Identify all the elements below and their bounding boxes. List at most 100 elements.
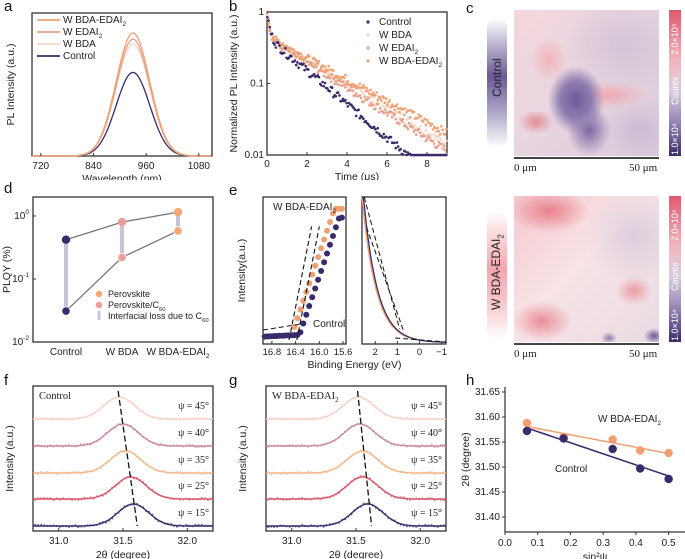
data-point xyxy=(291,47,294,51)
data-point xyxy=(330,233,336,239)
data-point xyxy=(434,126,437,130)
data-point xyxy=(326,69,329,73)
data-point xyxy=(366,90,370,93)
data-point xyxy=(441,147,444,150)
data-point xyxy=(437,141,441,144)
panel-label-c: c xyxy=(466,0,474,17)
data-point xyxy=(287,46,291,50)
data-point xyxy=(369,88,372,92)
data-point xyxy=(437,129,441,133)
fit-curve xyxy=(266,423,446,447)
xrd-series xyxy=(266,422,446,449)
data-point xyxy=(436,138,440,142)
x-tick-label: 0 xyxy=(417,347,422,358)
data-point xyxy=(268,26,272,29)
data-point xyxy=(266,13,269,17)
x-tick-label: 0.0 xyxy=(498,538,512,549)
data-point xyxy=(368,92,371,96)
chart-h-strain: 0.0 0.1 0.2 0.3 0.4 0.5 31.40 31.45 31.50 31.55 31… xyxy=(460,387,685,559)
x-tick-label: 32.0 xyxy=(178,536,198,547)
data-point xyxy=(297,306,304,313)
target-map-label-sub: 2 xyxy=(496,234,506,239)
colorbar-target-max: 2.0×10⁵ xyxy=(670,209,680,241)
x-tick-label: 31.0 xyxy=(49,536,69,547)
data-point xyxy=(290,55,293,58)
data-point xyxy=(413,128,417,132)
panel-title: Control xyxy=(39,391,71,402)
data-point xyxy=(318,68,322,72)
data-point xyxy=(267,19,270,22)
xrd-series xyxy=(33,396,213,421)
data-point xyxy=(300,55,304,58)
data-point xyxy=(442,144,446,148)
data-point xyxy=(359,96,363,100)
data-point xyxy=(417,113,420,116)
x-tick-label: 6 xyxy=(384,159,390,170)
data-point xyxy=(425,118,429,122)
data-point xyxy=(422,132,425,135)
colorbar-control-min: 1.0×10⁴ xyxy=(670,123,680,155)
data-point xyxy=(323,81,327,85)
data-point xyxy=(324,250,330,257)
data-point xyxy=(396,107,400,110)
data-point xyxy=(316,71,320,75)
x-tick-label: 32.0 xyxy=(411,536,431,547)
data-point xyxy=(424,123,428,127)
perovskite-point xyxy=(117,217,127,227)
scalebar-target xyxy=(514,343,659,345)
fit-curve xyxy=(33,423,213,447)
data-point xyxy=(346,105,350,108)
data-point xyxy=(430,134,434,138)
colorbar-target xyxy=(669,196,681,342)
panel-label-d: d xyxy=(4,180,13,197)
panel-label-f: f xyxy=(4,372,9,389)
data-point xyxy=(370,93,374,97)
data-point xyxy=(353,94,357,97)
data-point xyxy=(429,124,432,128)
data-point xyxy=(303,68,306,72)
x-axis-label: Time (μs) xyxy=(335,171,379,180)
data-point xyxy=(664,448,673,458)
y-tick-label: 10-1 xyxy=(12,272,29,285)
data-point xyxy=(362,92,365,96)
data-point xyxy=(340,84,344,88)
data-point xyxy=(327,64,330,68)
legend-marker xyxy=(95,301,103,309)
data-point xyxy=(282,44,286,48)
data-point xyxy=(324,227,330,234)
xrd-series xyxy=(266,475,446,502)
data-point xyxy=(608,444,617,454)
control-map-label: Control xyxy=(490,58,504,97)
psi-label: ψ = 40° xyxy=(178,428,209,439)
series-points-control xyxy=(266,15,448,157)
data-point xyxy=(306,60,310,63)
legend-marker xyxy=(366,33,370,37)
data-point xyxy=(435,130,438,133)
y-axis-label: Intensity(a.u.) xyxy=(236,239,248,303)
data-point xyxy=(354,86,358,90)
data-point xyxy=(383,101,387,104)
data-point xyxy=(353,108,357,112)
perovskite-c60-point xyxy=(61,306,71,316)
data-point xyxy=(425,137,429,141)
data-point xyxy=(377,110,381,114)
legend-label: W BDA-EDAI2 xyxy=(63,15,126,28)
xrd-series xyxy=(266,395,446,422)
y-tick-label: 31.60 xyxy=(475,412,500,423)
y-tick-label: 1 xyxy=(258,7,264,18)
data-point xyxy=(312,262,319,269)
x-tick-label: 0.3 xyxy=(596,538,610,549)
x-tick-label: 8 xyxy=(424,159,430,170)
fit-curve xyxy=(266,450,446,474)
data-point xyxy=(315,254,322,260)
fit-curve xyxy=(33,476,213,500)
y-tick-label: 31.45 xyxy=(475,487,500,498)
psi-label: ψ = 35° xyxy=(411,455,442,466)
data-point xyxy=(392,111,395,115)
data-point xyxy=(321,64,324,67)
fit-line xyxy=(296,226,320,341)
data-point xyxy=(376,102,380,106)
data-point xyxy=(436,126,440,130)
data-point xyxy=(273,43,276,46)
data-point xyxy=(306,303,313,309)
